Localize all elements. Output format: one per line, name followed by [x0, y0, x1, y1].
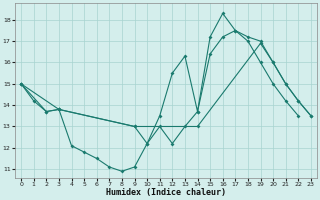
X-axis label: Humidex (Indice chaleur): Humidex (Indice chaleur)	[106, 188, 226, 197]
